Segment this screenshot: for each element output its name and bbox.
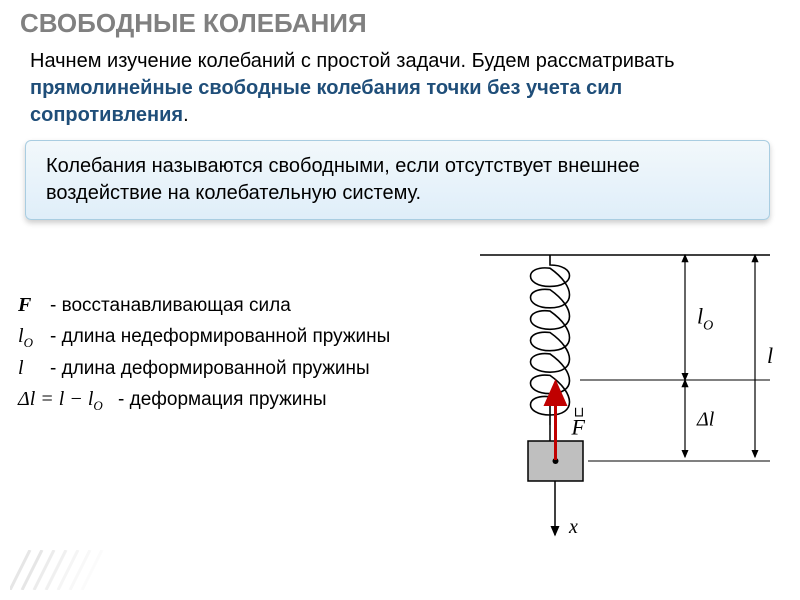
legend-row-l0: lO - длина недеформированной пружины [18, 321, 390, 353]
svg-text:F: F [571, 415, 586, 440]
footer-svg [10, 550, 130, 590]
legend-l0-text: - длина недеформированной пружины [50, 322, 390, 351]
diagram-svg: ⊔FxlOΔll [440, 235, 790, 555]
legend-row-l: l - длина деформированной пружины [18, 353, 390, 384]
definition-box: Колебания называются свободными, если от… [25, 140, 770, 220]
legend-dl-eq-sub: O [93, 398, 102, 413]
legend-l0-sym: lO [18, 321, 50, 353]
svg-text:lO: lO [697, 304, 713, 334]
svg-text:l: l [767, 343, 773, 368]
legend-dl-eq-base: Δl = l − l [18, 388, 93, 410]
definition-text: Колебания называются свободными, если от… [46, 155, 640, 204]
legend-l-sym: l [18, 353, 50, 384]
legend-F-sym: F [18, 290, 50, 321]
page-title: СВОБОДНЫЕ КОЛЕБАНИЯ [20, 8, 367, 39]
legend-l-text: - длина деформированной пружины [50, 354, 370, 383]
intro-tail: . [183, 104, 189, 126]
intro-plain: Начнем изучение колебаний с простой зада… [30, 50, 675, 72]
svg-text:Δl: Δl [696, 409, 715, 431]
footer-decoration [10, 550, 130, 590]
legend-row-F: F - восстанавливающая сила [18, 290, 390, 321]
intro-paragraph: Начнем изучение колебаний с простой зада… [30, 48, 770, 129]
intro-bold: прямолинейные свободные колебания точки … [30, 77, 622, 126]
spring-diagram: ⊔FxlOΔll [440, 235, 790, 555]
legend: F - восстанавливающая сила lO - длина не… [18, 290, 390, 416]
legend-F-text: - восстанавливающая сила [50, 291, 291, 320]
legend-dl-text: - деформация пружины [118, 385, 327, 414]
legend-row-dl: Δl = l − lO - деформация пружины [18, 384, 390, 416]
svg-text:x: x [568, 516, 578, 538]
legend-l0-sym-sub: O [24, 335, 33, 350]
legend-dl-eq: Δl = l − lO [18, 384, 118, 416]
